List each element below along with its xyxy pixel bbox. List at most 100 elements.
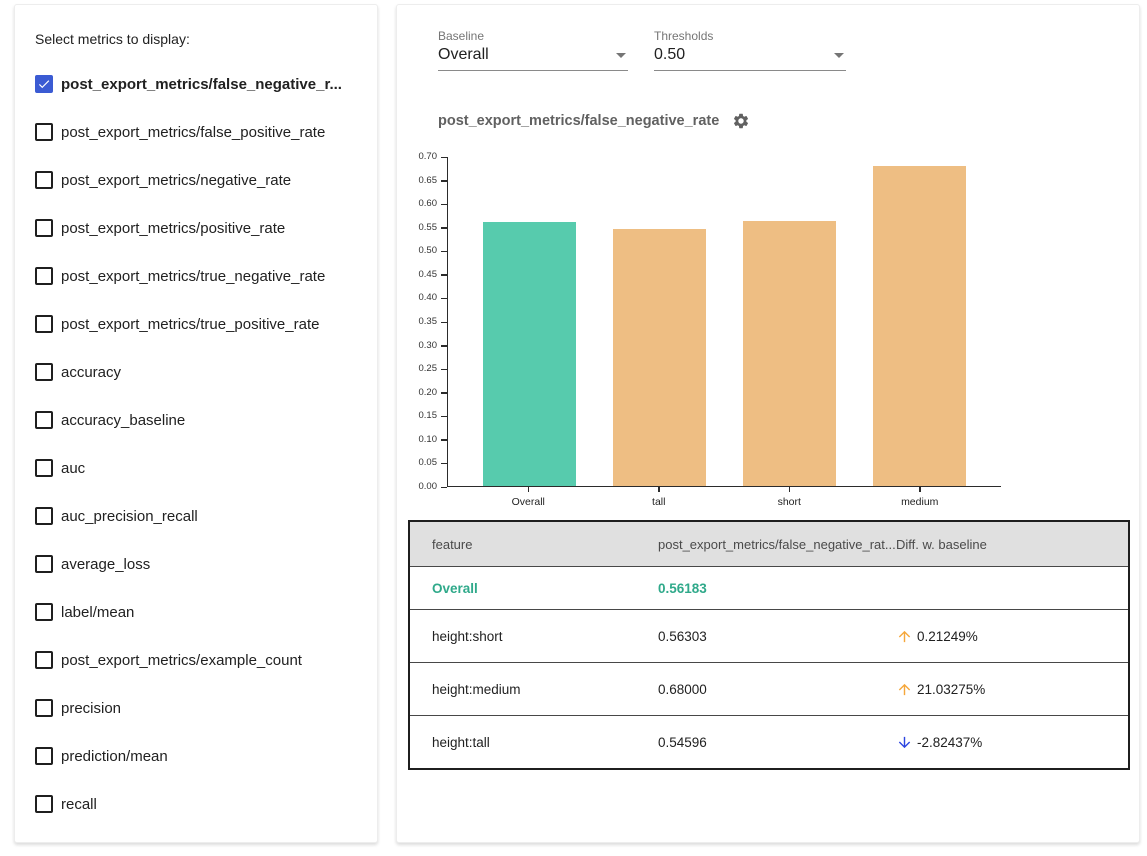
metric-label: average_loss xyxy=(61,555,151,573)
checkbox-unchecked-icon[interactable] xyxy=(35,267,53,285)
checkbox-unchecked-icon[interactable] xyxy=(35,123,53,141)
metric-item-precision[interactable]: precision xyxy=(35,684,357,732)
checkbox-unchecked-icon[interactable] xyxy=(35,507,53,525)
metric-select-panel: Select metrics to display: post_export_m… xyxy=(14,4,378,843)
metrics-result-panel: Baseline Overall Thresholds 0.50 post_ex… xyxy=(396,4,1140,843)
y-tick-mark xyxy=(441,321,447,323)
y-tick-label: 0.15 xyxy=(418,410,438,422)
x-tick-mark xyxy=(788,487,790,492)
metric-select-title: Select metrics to display: xyxy=(35,31,190,47)
metric-label: post_export_metrics/example_count xyxy=(61,651,302,669)
table-body: Overall 0.56183 height:short 0.56303 0.21249… xyxy=(410,566,1128,768)
y-tick-label: 0.40 xyxy=(418,292,438,304)
chart-title: post_export_metrics/false_negative_rate xyxy=(438,113,720,129)
metric-item-auc-precision-recall[interactable]: auc_precision_recall xyxy=(35,492,357,540)
metric-label: recall xyxy=(61,795,97,813)
bar-tall[interactable] xyxy=(612,229,706,486)
checkbox-unchecked-icon[interactable] xyxy=(35,651,53,669)
cell-diff: 0.21249% xyxy=(896,628,1128,645)
metric-item-post-export-metrics-negative-rate[interactable]: post_export_metrics/negative_rate xyxy=(35,156,357,204)
cell-metric-value: 0.56183 xyxy=(658,580,707,596)
dropdown-arrow-icon xyxy=(834,52,844,58)
checkbox-unchecked-icon[interactable] xyxy=(35,603,53,621)
metric-item-accuracy[interactable]: accuracy xyxy=(35,348,357,396)
metric-item-prediction-mean[interactable]: prediction/mean xyxy=(35,732,357,780)
checkbox-unchecked-icon[interactable] xyxy=(35,315,53,333)
metric-item-post-export-metrics-false-positive-rate[interactable]: post_export_metrics/false_positive_rate xyxy=(35,108,357,156)
metric-label: accuracy xyxy=(61,363,122,381)
metric-label: post_export_metrics/true_positive_rate xyxy=(61,315,320,333)
checkbox-unchecked-icon[interactable] xyxy=(35,171,53,189)
metric-item-recall[interactable]: recall xyxy=(35,780,357,828)
y-tick-label: 0.10 xyxy=(418,433,438,445)
y-tick-label: 0.05 xyxy=(418,457,438,469)
y-tick-mark xyxy=(441,392,447,394)
y-tick-mark xyxy=(441,250,447,253)
y-tick-mark xyxy=(441,180,447,182)
table-header-row: feature post_export_metrics/false_negati… xyxy=(410,522,1128,566)
metric-item-auc[interactable]: auc xyxy=(35,444,357,492)
metric-label: post_export_metrics/positive_rate xyxy=(61,219,286,237)
checkbox-unchecked-icon[interactable] xyxy=(35,795,53,813)
metric-item-post-export-metrics-false-negative-r[interactable]: post_export_metrics/false_negative_r... xyxy=(35,60,357,108)
y-tick-mark xyxy=(441,486,447,488)
y-tick-label: 0.50 xyxy=(418,245,438,257)
checkbox-unchecked-icon[interactable] xyxy=(35,363,53,381)
table-row-height-short[interactable]: height:short 0.56303 0.21249% xyxy=(410,609,1128,662)
x-tick-label: medium xyxy=(901,496,939,508)
diff-value: 0.21249% xyxy=(917,628,978,644)
metric-item-label-mean[interactable]: label/mean xyxy=(35,588,357,636)
baseline-select-value: Overall xyxy=(438,46,489,63)
metric-item-average-loss[interactable]: average_loss xyxy=(35,540,357,588)
bar-overall[interactable] xyxy=(482,221,576,486)
diff-value: 21.03275% xyxy=(917,681,986,697)
checkbox-unchecked-icon[interactable] xyxy=(35,411,53,429)
metrics-table: feature post_export_metrics/false_negati… xyxy=(408,520,1130,770)
checkbox-unchecked-icon[interactable] xyxy=(35,699,53,717)
x-slot: medium xyxy=(855,487,986,508)
cell-feature: height:medium xyxy=(432,681,521,697)
y-tick-label: 0.35 xyxy=(418,316,438,327)
baseline-select[interactable]: Baseline Overall xyxy=(438,29,628,71)
bar-medium[interactable] xyxy=(873,166,967,486)
checkbox-checked-icon[interactable] xyxy=(35,75,53,93)
checkbox-unchecked-icon[interactable] xyxy=(35,459,53,477)
y-tick-label: 0.30 xyxy=(418,339,438,351)
metric-item-post-export-metrics-example-count[interactable]: post_export_metrics/example_count xyxy=(35,636,357,684)
x-tick-mark xyxy=(527,487,529,492)
arrow-down-icon xyxy=(898,736,911,748)
y-tick-mark xyxy=(441,274,447,276)
metric-label: label/mean xyxy=(61,603,135,621)
y-tick-label: 0.20 xyxy=(418,386,438,398)
gear-icon[interactable] xyxy=(732,112,750,130)
bar-short[interactable] xyxy=(743,221,837,486)
metric-item-post-export-metrics-true-negative-rate[interactable]: post_export_metrics/true_negative_rate xyxy=(35,252,357,300)
cell-diff: 21.03275% xyxy=(896,681,1128,698)
cell-metric-value: 0.56303 xyxy=(658,628,707,644)
x-slot: Overall xyxy=(463,487,594,508)
metric-label: prediction/mean xyxy=(61,747,168,765)
metrics-list: post_export_metrics/false_negative_r... p… xyxy=(35,60,357,828)
table-row-overall[interactable]: Overall 0.56183 xyxy=(410,566,1128,609)
cell-feature: Overall xyxy=(432,580,478,596)
metric-label: auc xyxy=(61,459,86,477)
checkbox-unchecked-icon[interactable] xyxy=(35,555,53,573)
table-row-height-tall[interactable]: height:tall 0.54596 -2.82437% xyxy=(410,715,1128,768)
table-header-feature: feature xyxy=(432,536,473,552)
checkbox-unchecked-icon[interactable] xyxy=(35,747,53,765)
metric-item-post-export-metrics-positive-rate[interactable]: post_export_metrics/positive_rate xyxy=(35,204,357,252)
bar-slot xyxy=(594,157,724,486)
cell-diff: -2.82437% xyxy=(896,734,1128,751)
y-tick-label: 0.00 xyxy=(418,481,438,492)
y-tick-mark xyxy=(441,203,447,206)
metric-item-post-export-metrics-true-positive-rate[interactable]: post_export_metrics/true_positive_rate xyxy=(35,300,357,348)
arrow-up-icon xyxy=(898,630,911,642)
metric-label: auc_precision_recall xyxy=(61,507,198,525)
metric-label: post_export_metrics/negative_rate xyxy=(61,171,292,189)
x-tick-label: tall xyxy=(652,496,666,508)
table-row-height-medium[interactable]: height:medium 0.68000 21.03275% xyxy=(410,662,1128,715)
thresholds-select[interactable]: Thresholds 0.50 xyxy=(654,29,846,71)
checkbox-unchecked-icon[interactable] xyxy=(35,219,53,237)
cell-feature: height:tall xyxy=(432,734,490,750)
metric-item-accuracy-baseline[interactable]: accuracy_baseline xyxy=(35,396,357,444)
